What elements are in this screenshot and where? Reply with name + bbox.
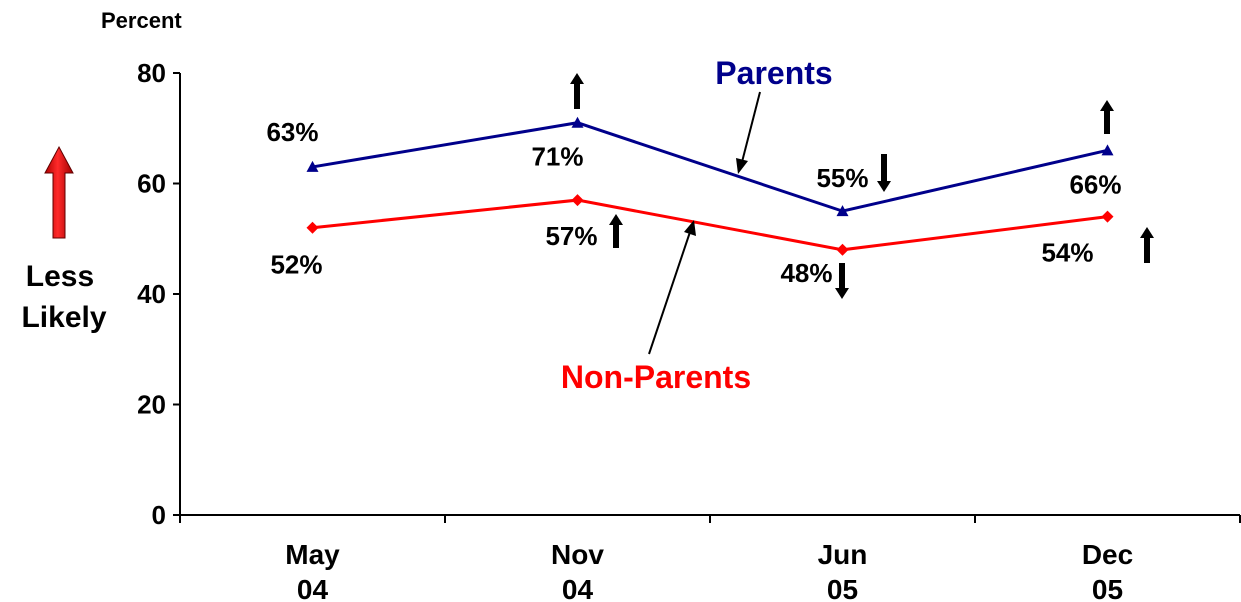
- data-point: [571, 194, 584, 207]
- up-arrow-icon: [570, 73, 584, 109]
- x-tick-label: 05: [827, 574, 858, 602]
- up-arrow-icon: [44, 145, 74, 239]
- y-tick-label: 0: [152, 500, 166, 530]
- data-label: 48%: [780, 258, 832, 288]
- x-tick-label: Jun: [818, 539, 868, 570]
- data-point: [571, 116, 584, 128]
- x-tick-label: May: [285, 539, 340, 570]
- y-tick-label: 20: [137, 390, 166, 420]
- callout-pointer-parents: [736, 91, 761, 174]
- down-arrow-icon: [835, 263, 849, 299]
- up-arrow-icon: [1140, 227, 1154, 263]
- up-arrow-icon: [1100, 100, 1114, 134]
- x-tick-label: Dec: [1082, 539, 1133, 570]
- x-tick-label: Nov: [551, 539, 604, 570]
- series-label-parents: Parents: [715, 55, 832, 91]
- data-label: 66%: [1069, 169, 1121, 199]
- y-tick-label: 60: [137, 169, 166, 199]
- data-label: 54%: [1041, 238, 1093, 268]
- change-arrows: [570, 73, 1154, 299]
- series-line: [312, 198, 1108, 252]
- up-arrow-icon: [609, 214, 623, 248]
- axes: 0 20 40 60 80 May 04 Nov 04 Jun 05 Dec 05: [137, 58, 1241, 602]
- y-tick-label: 40: [137, 279, 166, 309]
- less-likely-indicator: Less Likely: [21, 145, 107, 334]
- data-label: 55%: [816, 163, 868, 193]
- series-0: 63% 71% 55% 66%: [266, 116, 1122, 217]
- down-arrow-icon: [877, 154, 891, 192]
- side-label-line2: Likely: [21, 301, 106, 334]
- data-point: [836, 205, 849, 217]
- data-point: [306, 221, 319, 234]
- series-layer: 63% 71% 55% 66% 52% 57% 48% 54%: [266, 116, 1122, 288]
- series-1: 52% 57% 48% 54%: [270, 194, 1114, 288]
- x-tick-label: 05: [1092, 574, 1123, 602]
- data-point: [1101, 144, 1114, 156]
- x-tick-label: 04: [297, 574, 329, 602]
- series-line: [312, 121, 1108, 213]
- side-label-line1: Less: [26, 260, 94, 293]
- y-tick-label: 80: [137, 58, 166, 88]
- y-axis-title: Percent: [101, 8, 182, 33]
- callout-pointer-non-parents: [648, 220, 696, 355]
- data-label: 52%: [270, 250, 322, 280]
- x-tick-label: 04: [562, 574, 594, 602]
- data-label: 63%: [266, 117, 318, 147]
- data-point: [1101, 210, 1114, 223]
- data-label: 71%: [531, 142, 583, 172]
- series-label-non-parents: Non-Parents: [561, 359, 751, 395]
- data-point: [306, 160, 319, 172]
- data-label: 57%: [545, 221, 597, 251]
- data-point: [836, 243, 849, 256]
